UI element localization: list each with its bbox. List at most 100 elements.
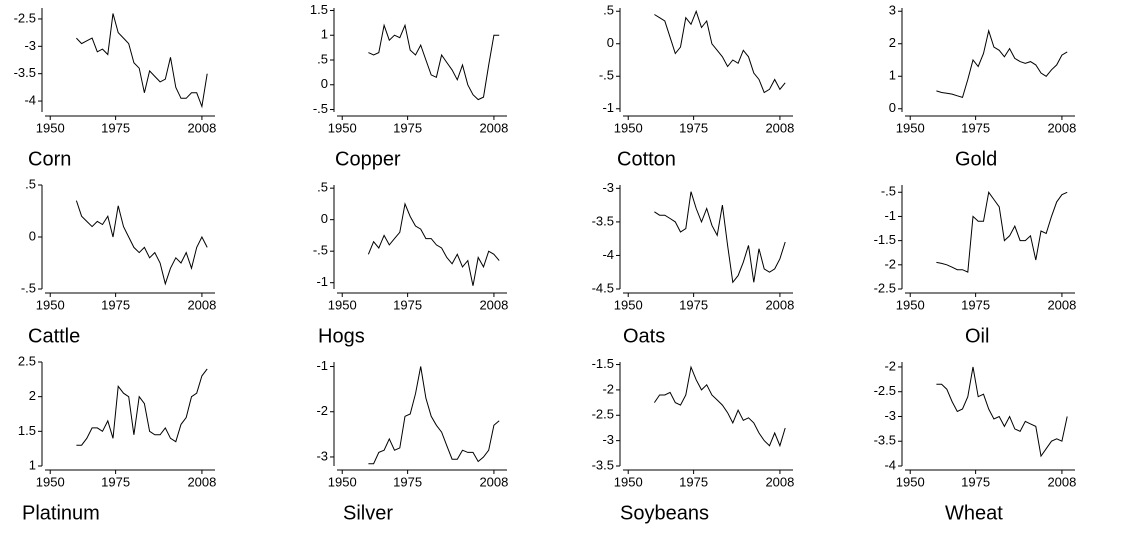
x-tick-label: 1975	[679, 474, 708, 489]
x-tick-label: 1950	[614, 120, 643, 135]
data-line	[936, 366, 1068, 458]
y-tick-label: 0	[607, 35, 614, 50]
y-tick-label: -3	[24, 38, 36, 53]
y-tick-label: -3.5	[592, 457, 614, 472]
x-tick-label: 1975	[961, 120, 990, 135]
x-tick-label: 1975	[961, 474, 990, 489]
chart-title: Cattle	[28, 325, 80, 347]
data-line	[936, 191, 1068, 273]
y-tick-label: -1.5	[592, 356, 614, 371]
y-tick-label: 3	[889, 3, 896, 18]
chart-title: Silver	[343, 502, 393, 524]
x-tick-label: 2008	[1047, 474, 1076, 489]
y-tick-label: 2	[29, 388, 36, 403]
y-tick-label: 0	[889, 100, 896, 115]
y-tick-label: -.5	[881, 184, 896, 199]
x-tick-label: 1950	[36, 474, 65, 489]
x-tick-label: 1975	[101, 297, 130, 312]
x-tick-label: 1950	[328, 474, 357, 489]
y-tick-label: -2.5	[14, 10, 36, 25]
x-tick-label: 2008	[765, 297, 794, 312]
y-tick-label: 1	[889, 68, 896, 83]
x-tick-label: 2008	[187, 297, 216, 312]
y-tick-label: -3.5	[592, 213, 614, 228]
y-tick-label: 1.5	[310, 2, 328, 17]
chart-title: Copper	[335, 148, 401, 170]
y-tick-label: -.5	[313, 243, 328, 258]
chart-title: Oil	[965, 325, 989, 347]
x-tick-label: 2008	[765, 120, 794, 135]
x-tick-label: 1950	[896, 474, 925, 489]
y-tick-label: 0	[29, 228, 36, 243]
data-line	[654, 9, 786, 94]
x-tick-label: 1950	[896, 120, 925, 135]
y-tick-label: -1	[884, 208, 896, 223]
x-tick-label: 1975	[393, 474, 422, 489]
y-tick-label: -2	[316, 403, 328, 418]
y-tick-label: 1	[29, 457, 36, 472]
y-tick-label: -.5	[21, 280, 36, 295]
x-tick-label: 1975	[101, 120, 130, 135]
data-line	[76, 368, 208, 446]
x-tick-label: 1975	[679, 120, 708, 135]
y-tick-label: -.5	[599, 68, 614, 83]
data-line	[654, 191, 786, 284]
y-tick-label: 2	[889, 35, 896, 50]
data-line	[76, 13, 208, 109]
chart-title: Cotton	[617, 148, 676, 170]
x-tick-label: 1975	[393, 120, 422, 135]
data-line	[368, 366, 500, 465]
y-tick-label: -.5	[313, 101, 328, 116]
x-tick-label: 2008	[1047, 297, 1076, 312]
data-line	[367, 202, 500, 286]
x-tick-label: 2008	[1047, 120, 1076, 135]
y-tick-label: -3.5	[874, 433, 896, 448]
data-line	[368, 23, 500, 101]
chart-title: Gold	[955, 148, 997, 170]
chart-title: Soybeans	[620, 502, 709, 524]
x-tick-label: 2008	[765, 474, 794, 489]
y-tick-label: -4	[884, 457, 896, 472]
y-tick-label: -2.5	[592, 407, 614, 422]
y-tick-label: -2.5	[874, 383, 896, 398]
chart-title: Corn	[28, 148, 71, 170]
x-tick-label: 1975	[101, 474, 130, 489]
y-tick-label: .5	[25, 176, 36, 191]
y-tick-label: -2	[602, 381, 614, 396]
x-tick-label: 1975	[393, 297, 422, 312]
y-tick-label: -3.5	[14, 65, 36, 80]
x-tick-label: 1950	[328, 120, 357, 135]
y-tick-label: 1	[321, 27, 328, 42]
x-tick-label: 1950	[36, 297, 65, 312]
chart-title: Hogs	[318, 325, 365, 347]
x-tick-label: 2008	[479, 474, 508, 489]
y-tick-label: .5	[603, 3, 614, 18]
x-tick-label: 1950	[614, 474, 643, 489]
x-tick-label: 2008	[187, 474, 216, 489]
y-tick-label: .5	[317, 51, 328, 66]
y-tick-label: -3	[316, 448, 328, 463]
x-tick-label: 2008	[479, 297, 508, 312]
x-tick-label: 2008	[187, 120, 216, 135]
y-tick-label: 0	[321, 76, 328, 91]
x-tick-label: 1950	[36, 120, 65, 135]
y-tick-label: -4.5	[592, 280, 614, 295]
chart-title: Wheat	[945, 502, 1003, 524]
y-tick-label: -3	[602, 432, 614, 447]
chart-title: Platinum	[22, 502, 100, 524]
y-tick-label: -1	[602, 100, 614, 115]
y-tick-label: -3	[602, 180, 614, 195]
y-tick-label: -4	[24, 92, 36, 107]
x-tick-label: 1950	[614, 297, 643, 312]
x-tick-label: 1975	[961, 297, 990, 312]
y-tick-label: 0	[321, 211, 328, 226]
chart-title: Oats	[623, 325, 665, 347]
y-tick-label: -1	[316, 274, 328, 289]
y-tick-label: -2	[884, 358, 896, 373]
data-line	[653, 365, 786, 448]
y-tick-label: -4	[602, 247, 614, 262]
x-tick-label: 1975	[679, 297, 708, 312]
x-tick-label: 1950	[328, 297, 357, 312]
